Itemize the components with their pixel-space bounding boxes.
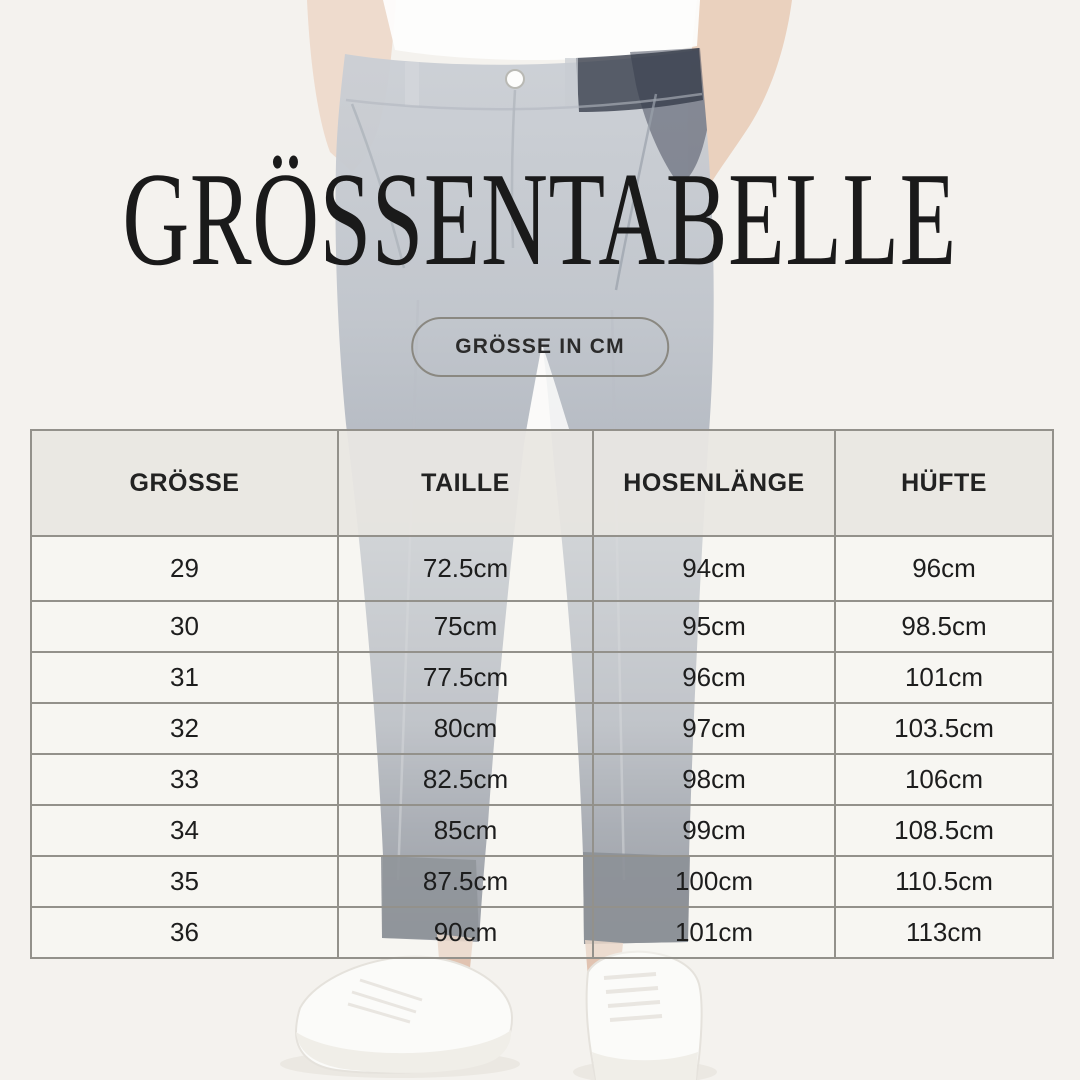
table-cell: 82.5cm (337, 753, 594, 806)
table-cell: 35 (30, 855, 339, 908)
table-row: 29 72.5cm 94cm 96cm (30, 535, 1054, 602)
header-cell: GRÖSSE (30, 429, 339, 537)
table-cell: 36 (30, 906, 339, 959)
right-arm (687, 0, 792, 188)
table-cell: 113cm (834, 906, 1054, 959)
right-sneaker-sole (592, 1052, 698, 1080)
left-sneaker-sole (296, 1030, 512, 1073)
table-row: 31 77.5cm 96cm 101cm (30, 651, 1054, 704)
size-table-body: 29 72.5cm 94cm 96cm 30 75cm 95cm 98.5cm 31 77.5cm… (30, 535, 1054, 959)
table-cell: 103.5cm (834, 702, 1054, 755)
table-cell: 77.5cm (337, 651, 594, 704)
table-cell: 98cm (592, 753, 836, 806)
unit-badge: GRÖSSE IN CM (411, 317, 669, 377)
header-cell: TAILLE (337, 429, 594, 537)
fly-seam (510, 89, 517, 249)
table-row: 30 75cm 95cm 98.5cm (30, 600, 1054, 653)
table-row: 34 85cm 99cm 108.5cm (30, 804, 1054, 857)
table-cell: 75cm (337, 600, 594, 653)
table-cell: 32 (30, 702, 339, 755)
right-pocket-seam (614, 93, 658, 291)
leg-gap-highlight (526, 344, 570, 432)
belt-loop-left (405, 62, 419, 106)
shirt (383, 0, 700, 61)
table-row: 36 90cm 101cm 113cm (30, 906, 1054, 959)
table-cell: 85cm (337, 804, 594, 857)
belt (576, 48, 703, 112)
table-cell: 30 (30, 600, 339, 653)
table-row: 32 80cm 97cm 103.5cm (30, 702, 1054, 755)
table-cell: 34 (30, 804, 339, 857)
right-sneaker-laces (603, 972, 663, 1022)
table-cell: 87.5cm (337, 855, 594, 908)
table-cell: 108.5cm (834, 804, 1054, 857)
table-cell: 106cm (834, 753, 1054, 806)
table-row: 33 82.5cm 98cm 106cm (30, 753, 1054, 806)
table-cell: 31 (30, 651, 339, 704)
table-cell: 101cm (592, 906, 836, 959)
table-cell: 99cm (592, 804, 836, 857)
table-cell: 94cm (592, 535, 836, 602)
header-cell: HÜFTE (834, 429, 1054, 537)
table-cell: 101cm (834, 651, 1054, 704)
table-row: 35 87.5cm 100cm 110.5cm (30, 855, 1054, 908)
table-cell: 95cm (592, 600, 836, 653)
left-sneaker-laces (347, 978, 423, 1024)
table-cell: 96cm (834, 535, 1054, 602)
header-cell: HOSENLÄNGE (592, 429, 836, 537)
table-cell: 96cm (592, 651, 836, 704)
size-table-header: GRÖSSE TAILLE HOSENLÄNGE HÜFTE (30, 429, 1054, 537)
table-cell: 80cm (337, 702, 594, 755)
left-pocket-seam (350, 103, 406, 269)
table-cell: 33 (30, 753, 339, 806)
table-cell: 90cm (337, 906, 594, 959)
table-cell: 29 (30, 535, 339, 602)
waist-button (505, 69, 525, 89)
table-cell: 98.5cm (834, 600, 1054, 653)
table-cell: 110.5cm (834, 855, 1054, 908)
belt-loop-right (565, 58, 578, 106)
header-row: GRÖSSE TAILLE HOSENLÄNGE HÜFTE (30, 429, 1054, 537)
unit-badge-label: GRÖSSE IN CM (455, 335, 625, 358)
size-table: GRÖSSE TAILLE HOSENLÄNGE HÜFTE 29 72.5cm 94cm… (30, 429, 1054, 959)
table-cell: 100cm (592, 855, 836, 908)
table-cell: 72.5cm (337, 535, 594, 602)
table-cell: 97cm (592, 702, 836, 755)
